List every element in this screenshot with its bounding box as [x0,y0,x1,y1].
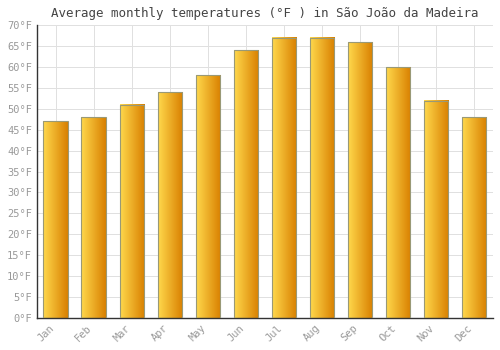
Bar [120,105,144,318]
Bar [158,92,182,318]
Bar [272,38,296,318]
Bar [44,121,68,318]
Bar [196,76,220,318]
Bar [348,42,372,318]
Bar [82,117,106,318]
Title: Average monthly temperatures (°F ) in São João da Madeira: Average monthly temperatures (°F ) in Sã… [51,7,478,20]
Bar [424,100,448,318]
Bar [234,50,258,318]
Bar [462,117,486,318]
Bar [310,38,334,318]
Bar [386,67,410,318]
